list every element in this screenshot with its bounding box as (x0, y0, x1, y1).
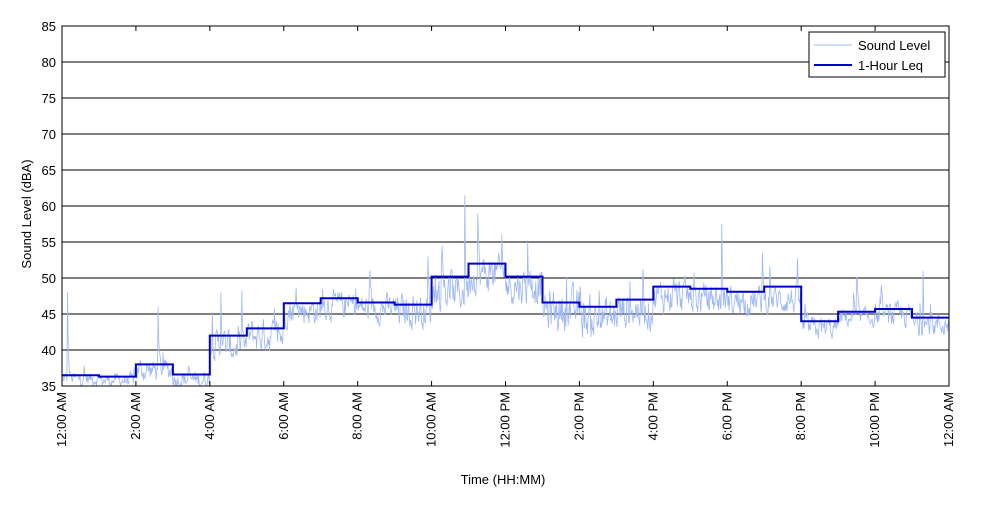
y-tick-label: 85 (42, 19, 56, 34)
x-tick-label: 12:00 AM (54, 392, 69, 447)
y-tick-label: 65 (42, 163, 56, 178)
y-tick-label: 75 (42, 91, 56, 106)
x-tick-label: 4:00 PM (645, 392, 660, 440)
y-tick-label: 35 (42, 379, 56, 394)
y-tick-label: 50 (42, 271, 56, 286)
x-tick-label: 4:00 AM (202, 392, 217, 440)
x-tick-label: 10:00 PM (867, 392, 882, 448)
y-tick-label: 45 (42, 307, 56, 322)
x-tick-label: 6:00 PM (719, 392, 734, 440)
legend: Sound Level 1-Hour Leq (808, 31, 946, 78)
y-axis-ticks: 35 40 45 50 55 60 65 70 75 80 85 (42, 19, 949, 394)
x-tick-label: 8:00 PM (793, 392, 808, 440)
x-tick-label: 2:00 PM (571, 392, 586, 440)
legend-label-1-hour-leq: 1-Hour Leq (858, 58, 923, 73)
x-axis-ticks: 12:00 AM 2:00 AM 4:00 AM 6:00 AM 8:00 AM 10:0… (54, 26, 956, 448)
y-tick-label: 40 (42, 343, 56, 358)
x-tick-label: 2:00 AM (128, 392, 143, 440)
x-tick-label: 12:00 PM (498, 392, 513, 448)
x-tick-label: 8:00 AM (350, 392, 365, 440)
y-axis-title: Sound Level (dBA) (19, 159, 34, 268)
legend-box (808, 31, 946, 78)
legend-label-sound-level: Sound Level (858, 38, 930, 53)
y-tick-label: 55 (42, 235, 56, 250)
y-tick-label: 80 (42, 55, 56, 70)
x-tick-label: 12:00 AM (941, 392, 956, 447)
data-series (61, 195, 950, 388)
series-1-hour-leq-line (62, 262, 949, 378)
y-tick-label: 60 (42, 199, 56, 214)
x-tick-label: 10:00 AM (424, 392, 439, 447)
x-tick-label: 6:00 AM (276, 392, 291, 440)
x-axis-title: Time (HH:MM) (461, 472, 546, 487)
y-tick-label: 70 (42, 127, 56, 142)
